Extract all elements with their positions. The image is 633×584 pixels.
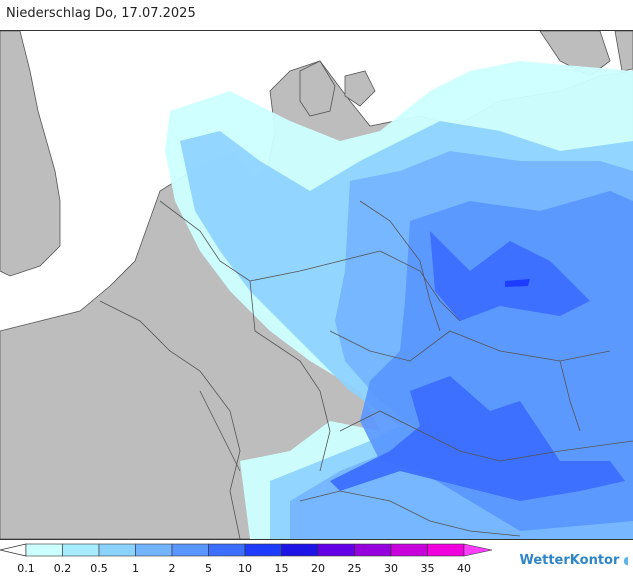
brand-name: WetterKontor	[519, 553, 620, 568]
legend-label: 0.5	[90, 562, 108, 575]
legend-left-arrow	[0, 543, 27, 557]
precipitation-map	[0, 30, 633, 540]
legend-label: 0.1	[17, 562, 35, 575]
legend-right-arrow	[463, 543, 493, 557]
legend-label: 5	[205, 562, 212, 575]
legend-label: 25	[348, 562, 362, 575]
wetterkontor-logo: WetterKontor ◖	[519, 553, 629, 568]
legend-swatch	[281, 543, 319, 557]
legend-label: 20	[311, 562, 325, 575]
precip-5	[430, 231, 590, 321]
precip-10	[505, 279, 530, 287]
legend-label: 0.2	[54, 562, 72, 575]
legend-swatch	[25, 543, 63, 557]
land-sweden	[614, 31, 633, 72]
legend-label: 1	[132, 562, 139, 575]
country-borders	[99, 200, 633, 539]
legend-swatch	[98, 543, 136, 557]
legend-label: 30	[384, 562, 398, 575]
legend-swatch	[390, 543, 428, 557]
legend-swatch	[208, 543, 246, 557]
raindrop-icon: ◖	[619, 554, 629, 567]
precip-layer	[165, 61, 633, 539]
map-title: Niederschlag Do, 17.07.2025	[6, 6, 196, 21]
land-denmark	[299, 60, 336, 117]
legend-label: 2	[169, 562, 176, 575]
legend-swatch	[244, 543, 282, 557]
precipitation-legend: 0.1 0.2 0.5 1 2 5 10 15 20 25 30 35 40	[0, 540, 633, 580]
legend-swatch	[354, 543, 392, 557]
legend-label: 40	[457, 562, 471, 575]
land-uk	[0, 31, 61, 277]
legend-label: 15	[275, 562, 289, 575]
legend-swatch	[135, 543, 173, 557]
legend-swatch	[62, 543, 100, 557]
legend-swatch	[427, 543, 465, 557]
legend-swatch	[171, 543, 209, 557]
legend-swatch	[317, 543, 355, 557]
legend-label: 35	[421, 562, 435, 575]
legend-label: 10	[238, 562, 252, 575]
